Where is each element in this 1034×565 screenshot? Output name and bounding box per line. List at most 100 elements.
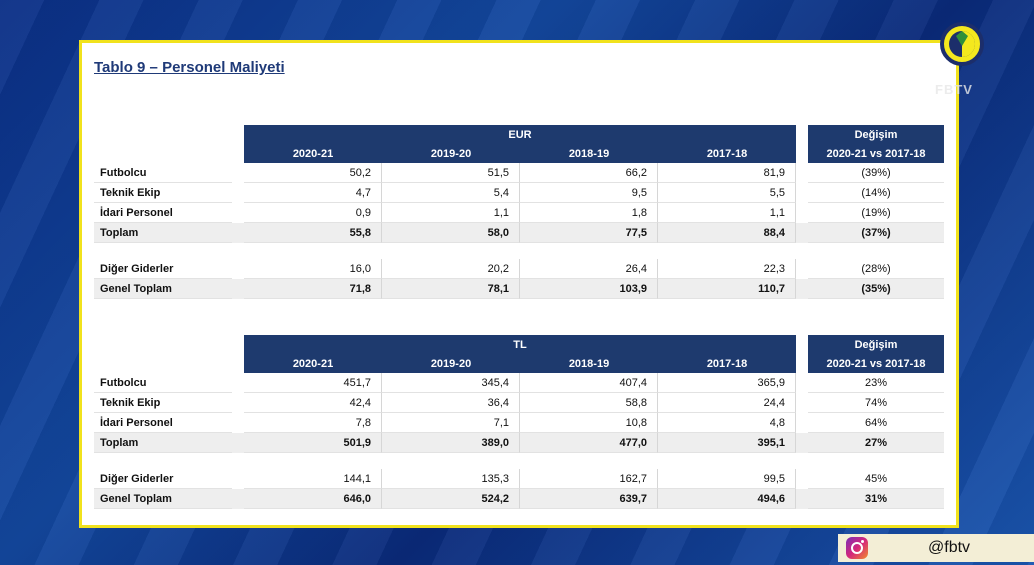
- cell-value: 407,4: [520, 373, 658, 393]
- cell-value: 110,7: [658, 279, 796, 299]
- cell-value: 58,0: [382, 223, 520, 243]
- cell-value: 365,9: [658, 373, 796, 393]
- cell-value: 71,8: [244, 279, 382, 299]
- cell-value: 55,8: [244, 223, 382, 243]
- cell-value: 1,1: [382, 203, 520, 223]
- cell-value: 7,8: [244, 413, 382, 433]
- change-value: 31%: [808, 489, 944, 509]
- cell-value: 24,4: [658, 393, 796, 413]
- table-row: Teknik Ekip 4,7 5,4 9,5 5,5 (14%): [94, 183, 944, 203]
- tl-table: TL Değişim 2020-21 2019-20 2018-19 2017-…: [94, 335, 944, 509]
- change-subheader: 2020-21 vs 2017-18: [808, 144, 944, 163]
- cell-value: 395,1: [658, 433, 796, 453]
- row-label: Diğer Giderler: [94, 259, 232, 279]
- year-header: 2017-18: [658, 354, 796, 373]
- row-label: Toplam: [94, 223, 232, 243]
- cell-value: 58,8: [520, 393, 658, 413]
- cell-value: 5,5: [658, 183, 796, 203]
- cell-value: 0,9: [244, 203, 382, 223]
- cell-value: 66,2: [520, 163, 658, 183]
- change-value: (19%): [808, 203, 944, 223]
- club-logo-icon: [940, 22, 984, 66]
- cell-value: 88,4: [658, 223, 796, 243]
- cell-value: 7,1: [382, 413, 520, 433]
- cell-value: 4,8: [658, 413, 796, 433]
- row-label: Futbolcu: [94, 373, 232, 393]
- cell-value: 26,4: [520, 259, 658, 279]
- cell-value: 51,5: [382, 163, 520, 183]
- total-row: Genel Toplam 71,8 78,1 103,9 110,7 (35%): [94, 279, 944, 299]
- table-row: Futbolcu 451,7 345,4 407,4 365,9 23%: [94, 373, 944, 393]
- cell-value: 77,5: [520, 223, 658, 243]
- cell-value: 36,4: [382, 393, 520, 413]
- instagram-handle: @fbtv: [928, 539, 971, 556]
- change-value: (37%): [808, 223, 944, 243]
- cell-value: 5,4: [382, 183, 520, 203]
- table-row: Teknik Ekip 42,4 36,4 58,8 24,4 74%: [94, 393, 944, 413]
- eur-table: EUR Değişim 2020-21 2019-20 2018-19 2017…: [94, 125, 944, 299]
- cell-value: 345,4: [382, 373, 520, 393]
- cell-value: 50,2: [244, 163, 382, 183]
- cell-value: 451,7: [244, 373, 382, 393]
- cell-value: 16,0: [244, 259, 382, 279]
- cell-value: 4,7: [244, 183, 382, 203]
- year-header: 2018-19: [520, 144, 658, 163]
- row-label: Diğer Giderler: [94, 469, 232, 489]
- cell-value: 144,1: [244, 469, 382, 489]
- currency-header: TL: [244, 335, 796, 354]
- cell-value: 389,0: [382, 433, 520, 453]
- change-subheader: 2020-21 vs 2017-18: [808, 354, 944, 373]
- change-value: (14%): [808, 183, 944, 203]
- cell-value: 22,3: [658, 259, 796, 279]
- total-row: Toplam 501,9 389,0 477,0 395,1 27%: [94, 433, 944, 453]
- cell-value: 135,3: [382, 469, 520, 489]
- cell-value: 20,2: [382, 259, 520, 279]
- total-row: Genel Toplam 646,0 524,2 639,7 494,6 31%: [94, 489, 944, 509]
- cell-value: 42,4: [244, 393, 382, 413]
- cell-value: 477,0: [520, 433, 658, 453]
- row-label: Teknik Ekip: [94, 183, 232, 203]
- row-label: Futbolcu: [94, 163, 232, 183]
- row-label: Teknik Ekip: [94, 393, 232, 413]
- change-value: 64%: [808, 413, 944, 433]
- row-label: Genel Toplam: [94, 279, 232, 299]
- cell-value: 524,2: [382, 489, 520, 509]
- change-header: Değişim: [808, 125, 944, 144]
- cell-value: 639,7: [520, 489, 658, 509]
- year-header: 2020-21: [244, 354, 382, 373]
- cell-value: 103,9: [520, 279, 658, 299]
- change-value: (35%): [808, 279, 944, 299]
- cell-value: 9,5: [520, 183, 658, 203]
- cell-value: 1,8: [520, 203, 658, 223]
- change-value: 74%: [808, 393, 944, 413]
- slide-panel: Tablo 9 – Personel Maliyeti EUR Değişim …: [79, 40, 959, 528]
- row-label: İdari Personel: [94, 413, 232, 433]
- currency-header: EUR: [244, 125, 796, 144]
- row-label: Genel Toplam: [94, 489, 232, 509]
- year-header: 2019-20: [382, 144, 520, 163]
- row-label: İdari Personel: [94, 203, 232, 223]
- change-value: 45%: [808, 469, 944, 489]
- change-header: Değişim: [808, 335, 944, 354]
- year-header: 2019-20: [382, 354, 520, 373]
- cell-value: 494,6: [658, 489, 796, 509]
- cell-value: 646,0: [244, 489, 382, 509]
- cell-value: 78,1: [382, 279, 520, 299]
- table-row: Diğer Giderler 144,1 135,3 162,7 99,5 45…: [94, 469, 944, 489]
- row-label: Toplam: [94, 433, 232, 453]
- year-header: 2017-18: [658, 144, 796, 163]
- change-value: 23%: [808, 373, 944, 393]
- change-value: 27%: [808, 433, 944, 453]
- cell-value: 81,9: [658, 163, 796, 183]
- total-row: Toplam 55,8 58,0 77,5 88,4 (37%): [94, 223, 944, 243]
- year-header: 2020-21: [244, 144, 382, 163]
- table-row: Diğer Giderler 16,0 20,2 26,4 22,3 (28%): [94, 259, 944, 279]
- change-value: (39%): [808, 163, 944, 183]
- cell-value: 162,7: [520, 469, 658, 489]
- cell-value: 99,5: [658, 469, 796, 489]
- change-value: (28%): [808, 259, 944, 279]
- table-row: İdari Personel 0,9 1,1 1,8 1,1 (19%): [94, 203, 944, 223]
- slide-title: Tablo 9 – Personel Maliyeti: [94, 59, 285, 76]
- cell-value: 1,1: [658, 203, 796, 223]
- instagram-banner: @fbtv: [838, 534, 1034, 562]
